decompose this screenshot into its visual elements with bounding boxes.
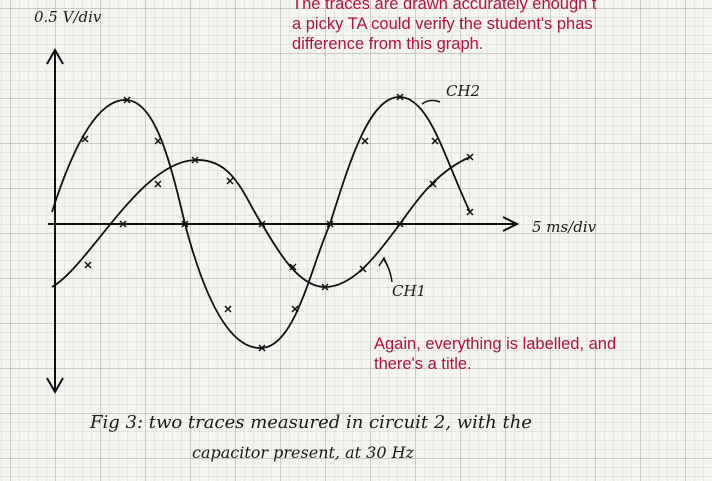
annotation-line: Again, everything is labelled, and	[374, 334, 616, 354]
annotation-line: a picky TA could verify the student's ph…	[292, 14, 597, 34]
annotation-bottom: Again, everything is labelled, and there…	[374, 334, 616, 374]
annotation-line: there's a title.	[374, 354, 616, 374]
graph-paper: 0.5 V/div CH2 5 ms/div CH1 Fig 3: two tr…	[0, 0, 712, 481]
y-scale-label: 0.5 V/div	[34, 8, 102, 26]
caption-line: Fig 3: two traces measured in circuit 2,…	[89, 412, 532, 433]
annotation-line: difference from this graph.	[292, 34, 597, 54]
caption-line: capacitor present, at 30 Hz	[192, 443, 415, 462]
ch1-label: CH1	[392, 282, 426, 300]
annotation-top: The traces are drawn accurately enough t…	[292, 0, 597, 54]
x-scale-label: 5 ms/div	[532, 218, 597, 236]
ch2-label: CH2	[446, 82, 480, 100]
annotation-line: The traces are drawn accurately enough t	[292, 0, 597, 14]
scanned-page: 0.5 V/div CH2 5 ms/div CH1 Fig 3: two tr…	[0, 0, 712, 481]
grid	[0, 0, 712, 481]
